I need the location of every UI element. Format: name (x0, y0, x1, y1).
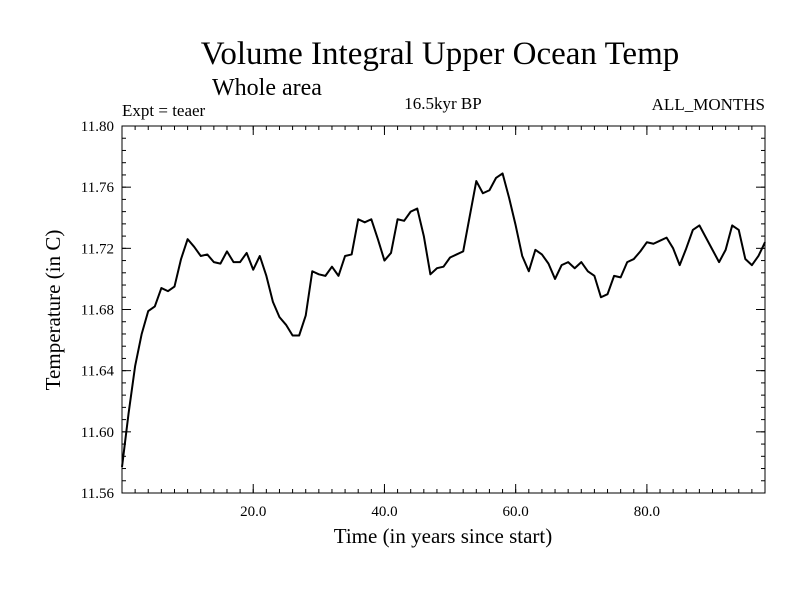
x-axis-label: Time (in years since start) (334, 524, 553, 548)
x-tick-label: 40.0 (371, 504, 397, 520)
axis-ticks (121, 125, 766, 494)
y-tick-label: 11.72 (81, 241, 114, 257)
x-tick-label: 60.0 (503, 504, 529, 520)
chart-title: Volume Integral Upper Ocean Temp (201, 36, 679, 72)
x-tick-label: 20.0 (240, 504, 266, 520)
y-axis-label: Temperature (in C) (41, 230, 65, 391)
series-line-temperature (121, 172, 766, 468)
header-right: ALL_MONTHS (652, 95, 765, 114)
y-tick-label: 11.64 (81, 364, 115, 380)
y-tick-label: 11.56 (81, 486, 115, 502)
x-tick-label: 80.0 (634, 504, 660, 520)
header-center: 16.5kyr BP (404, 94, 481, 113)
tick-labels: 20.0 40.0 60.0 80.0 11.56 11.60 11.64 11.68 11.7… (81, 119, 660, 520)
y-tick-label: 11.80 (81, 119, 114, 135)
chart-subtitle: Whole area (212, 75, 322, 101)
y-tick-label: 11.76 (81, 180, 115, 196)
plot-frame (121, 125, 766, 494)
y-tick-label: 11.60 (81, 425, 114, 441)
y-tick-label: 11.68 (81, 303, 114, 319)
header-left: Expt = teaer (122, 101, 206, 120)
